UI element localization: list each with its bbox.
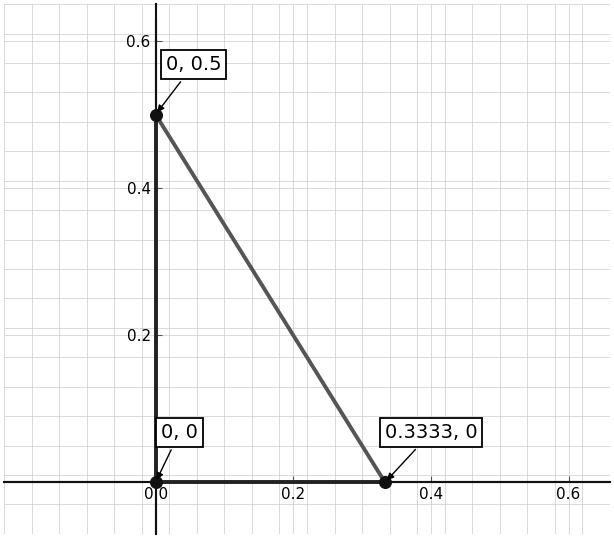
Point — [150, 478, 160, 487]
Text: 0, 0.5: 0, 0.5 — [158, 55, 222, 111]
Text: 0, 0: 0, 0 — [157, 423, 198, 478]
Point — [150, 110, 160, 119]
Text: 0.3333, 0: 0.3333, 0 — [385, 423, 478, 479]
Point — [380, 478, 390, 487]
